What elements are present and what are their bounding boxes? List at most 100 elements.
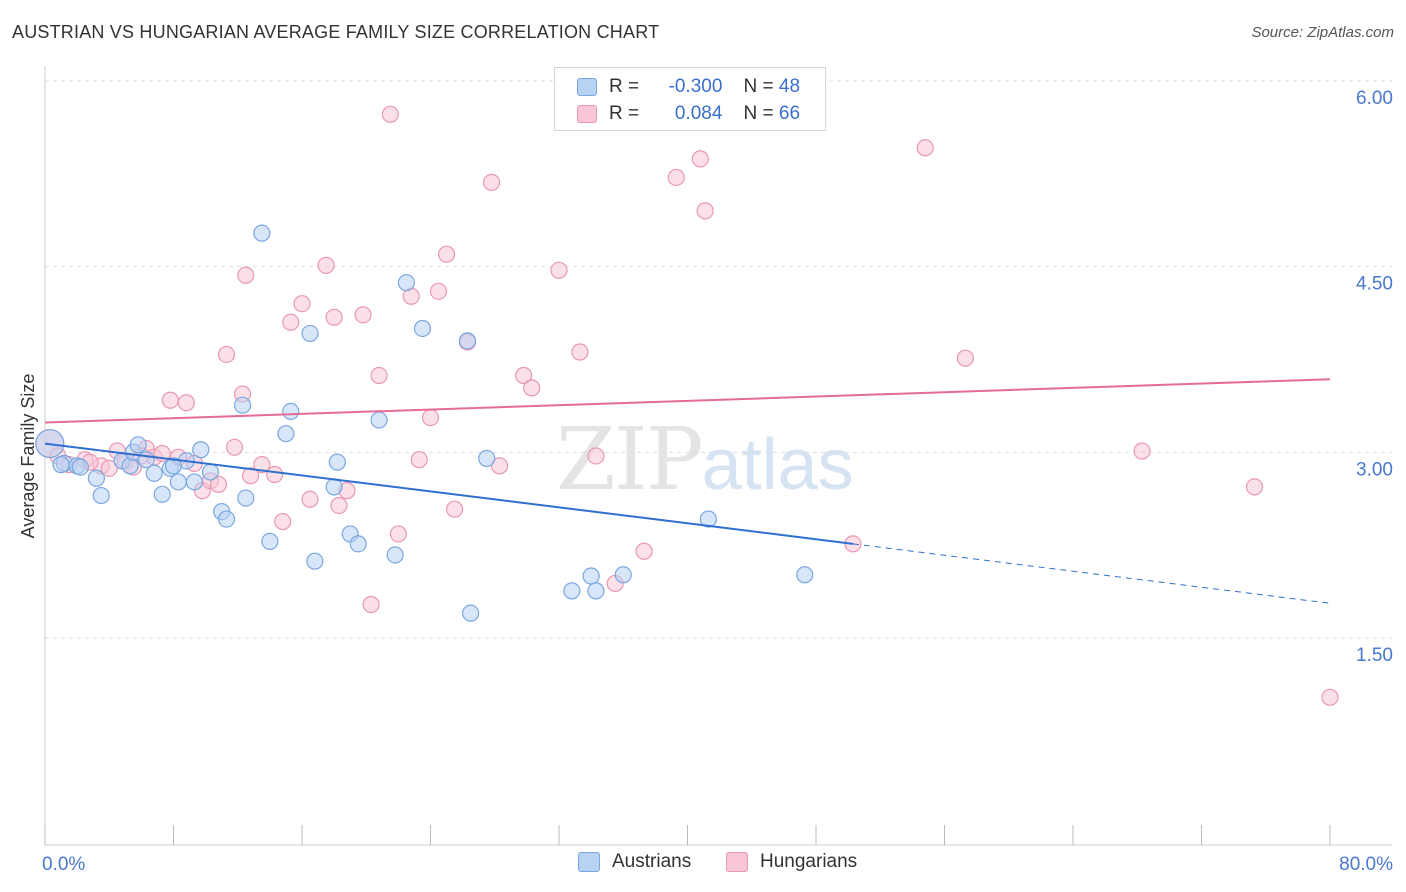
r-label: R = [609, 76, 640, 97]
y-tick-label: 6.00 [1356, 88, 1393, 109]
hungarian-point [515, 366, 533, 385]
austrian-point [478, 449, 496, 468]
hungarian-point [571, 343, 589, 361]
hungarian-point [437, 245, 456, 263]
chart-title: AUSTRIAN VS HUNGARIAN AVERAGE FAMILY SIZ… [12, 22, 660, 42]
legend-item-austrians: Austrians [578, 851, 691, 873]
austrian-point [92, 486, 110, 505]
austrian-point [328, 453, 346, 471]
hungarian-point [389, 525, 407, 543]
austrian-point [614, 566, 632, 584]
hungarian-point [370, 366, 388, 385]
hungarian-point [317, 256, 335, 274]
austrian-point [462, 604, 480, 622]
hungarian-point [381, 105, 399, 123]
hungarian-point [177, 394, 195, 412]
hungarian-point [217, 345, 236, 364]
hungarian-point [253, 456, 271, 474]
hungarian-point [282, 313, 300, 331]
hungarian-point [550, 261, 568, 279]
austrian-point [233, 396, 252, 414]
hungarian-point [237, 266, 255, 284]
austrians-trend-line [44, 442, 854, 545]
austrian-point [282, 402, 300, 420]
x-tick-label-max: 80.0% [1339, 854, 1393, 875]
hungarian-point [225, 438, 244, 456]
hungarian-point [242, 467, 260, 485]
hungarian-point [696, 202, 714, 220]
r-value: 0.084 [674, 103, 723, 124]
y-tick-label: 4.50 [1356, 274, 1393, 295]
austrian-point [237, 489, 255, 507]
y-tick-label: 3.00 [1356, 459, 1393, 480]
watermark-atlas: atlas [701, 425, 854, 505]
n-value: 48 [778, 76, 801, 97]
hungarians-legend-label: Hungarians [760, 851, 858, 872]
hungarian-point [100, 459, 118, 477]
austrian-point [301, 324, 319, 343]
hungarian-point [587, 447, 605, 465]
austrian-point [458, 332, 477, 350]
austrians-trend-extension [852, 543, 1331, 604]
austrian-point [261, 532, 279, 550]
austrian-point [192, 441, 210, 459]
legend-row-hungarians: R = 0.084 N = 66 [577, 101, 800, 127]
watermark: ZIPatlas [556, 410, 854, 510]
hungarian-point [161, 391, 179, 409]
hungarian-point [667, 168, 685, 187]
hungarian-point [209, 475, 228, 494]
austrian-point [169, 473, 187, 491]
austrians-swatch [577, 78, 597, 96]
hungarian-point [916, 139, 934, 157]
correlation-legend: R = -0.300 N = 48 R = 0.084 N = 66 [554, 67, 826, 131]
x-tick-label-min: 0.0% [42, 854, 85, 875]
hungarians-trend-line [44, 378, 1331, 424]
austrian-point [325, 478, 343, 496]
hungarian-point [421, 408, 440, 427]
hungarian-point [956, 349, 974, 367]
austrian-point [306, 552, 324, 570]
austrian-point [185, 473, 203, 491]
hungarian-point [266, 465, 284, 484]
austrian-point [71, 458, 89, 476]
austrian-point [397, 274, 416, 292]
hungarian-point [330, 496, 348, 515]
austrian-point [370, 411, 388, 429]
hungarian-point [362, 595, 380, 614]
austrian-point [386, 546, 404, 564]
hungarians-legend-swatch [726, 852, 748, 872]
hungarian-point [635, 542, 653, 560]
hungarian-point [691, 150, 709, 168]
hungarian-point [325, 308, 343, 326]
y-axis-label: Average Family Size [18, 374, 38, 539]
austrian-point [153, 485, 171, 503]
hungarian-point [429, 282, 448, 300]
r-label: R = [609, 103, 640, 124]
austrian-point [87, 469, 106, 487]
n-label: N = [743, 103, 774, 124]
hungarian-point [445, 500, 464, 518]
legend-item-hungarians: Hungarians [726, 851, 857, 873]
austrians-legend-swatch [578, 852, 600, 872]
austrian-point [587, 582, 605, 600]
hungarian-point [410, 451, 428, 469]
austrian-point [582, 567, 600, 585]
n-label: N = [743, 76, 774, 97]
austrian-point [217, 510, 236, 528]
series-legend: Austrians Hungarians [0, 851, 1406, 879]
legend-row-austrians: R = -0.300 N = 48 [577, 74, 800, 100]
n-value: 66 [778, 103, 801, 124]
hungarian-point [274, 512, 292, 531]
hungarian-point [482, 173, 501, 192]
austrian-point [699, 510, 717, 528]
austrian-point [796, 566, 814, 584]
r-value: -0.300 [668, 76, 723, 97]
austrian-point [164, 457, 183, 475]
y-tick-label: 1.50 [1356, 645, 1393, 666]
austrian-point [201, 463, 220, 481]
austrian-point [52, 456, 70, 474]
austrian-point [145, 464, 163, 482]
austrian-point [277, 425, 295, 443]
chart-source: Source: ZipAtlas.com [1251, 24, 1394, 41]
